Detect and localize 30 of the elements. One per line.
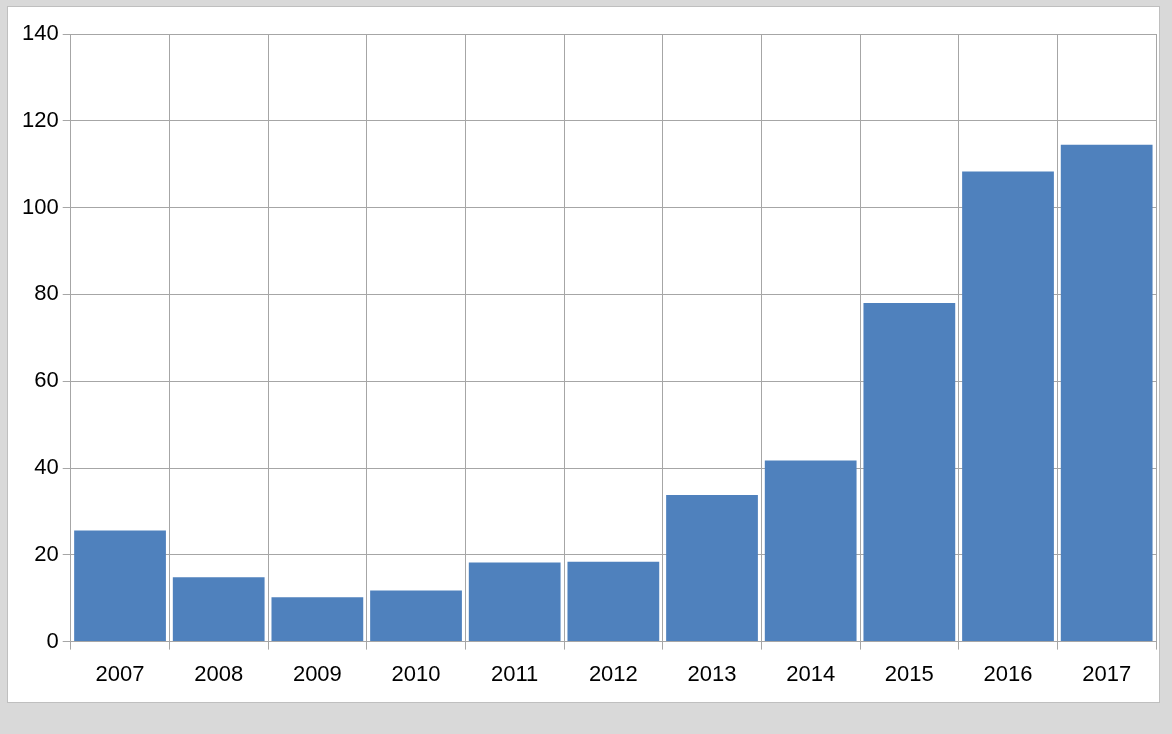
x-tick-label: 2016 <box>983 660 1033 686</box>
bar <box>863 303 956 642</box>
bar <box>172 577 265 642</box>
x-tick-label: 2008 <box>194 660 244 686</box>
y-tick-label: 20 <box>34 540 59 566</box>
bar <box>764 460 857 642</box>
bar <box>1060 144 1153 642</box>
x-tick-label: 2012 <box>588 660 638 686</box>
y-tick-label: 0 <box>46 627 59 653</box>
x-tick-label: 2011 <box>491 660 539 686</box>
y-tick-label: 120 <box>21 106 59 132</box>
bar <box>962 171 1054 642</box>
x-tick-label: 2010 <box>391 660 441 686</box>
bar <box>567 561 660 642</box>
bar <box>666 494 758 642</box>
y-tick-label: 100 <box>21 193 59 219</box>
x-tick-label: 2015 <box>884 660 934 686</box>
x-tick-label: 2014 <box>786 660 836 686</box>
bar <box>74 530 166 642</box>
x-tick-label: 2017 <box>1082 660 1132 686</box>
y-tick-label: 140 <box>21 20 59 46</box>
y-tick-label: 40 <box>34 454 59 480</box>
y-tick-label: 60 <box>34 367 59 393</box>
bar <box>468 562 561 642</box>
bar <box>271 597 364 642</box>
x-tick-label: 2009 <box>292 660 342 686</box>
y-tick-label: 80 <box>34 280 59 306</box>
x-tick-label: 2013 <box>687 660 737 686</box>
x-tick-label: 2007 <box>95 660 145 686</box>
bar <box>370 590 462 642</box>
